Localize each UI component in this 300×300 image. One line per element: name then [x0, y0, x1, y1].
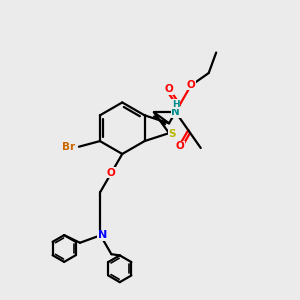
Text: N: N: [171, 107, 180, 117]
Text: O: O: [165, 84, 174, 94]
Text: Br: Br: [62, 142, 75, 152]
Text: O: O: [107, 168, 116, 178]
Text: S: S: [168, 129, 176, 139]
Text: O: O: [176, 141, 184, 151]
Text: H: H: [172, 100, 179, 109]
Text: N: N: [98, 230, 107, 240]
Text: O: O: [187, 80, 195, 89]
